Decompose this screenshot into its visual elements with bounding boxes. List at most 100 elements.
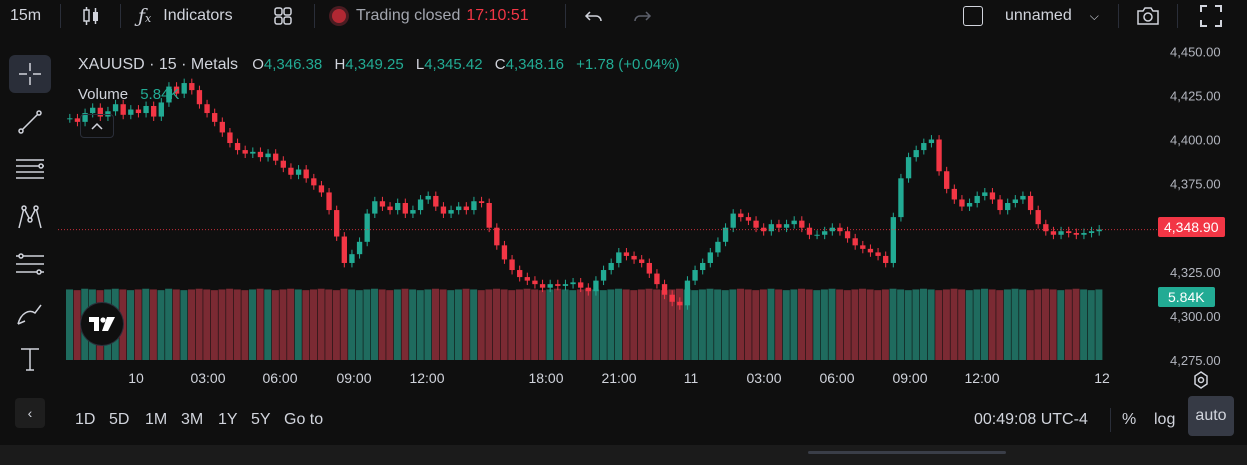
candle-body [227, 132, 233, 144]
volume-bar [424, 289, 432, 360]
candle-body [501, 245, 508, 260]
volume-bar [348, 289, 356, 360]
percent-button[interactable]: % [1122, 404, 1136, 436]
range-button-5d[interactable]: 5D [109, 411, 130, 428]
volume-bar [165, 288, 173, 360]
brush-tool[interactable] [9, 294, 51, 332]
indicators-button[interactable]: ƒx Indicators [138, 0, 233, 32]
undo-icon [584, 11, 602, 22]
volume-bar [546, 289, 554, 360]
status-label: Trading closed [356, 7, 461, 24]
timezone-button[interactable]: 00:49:08 UTC-4 [974, 404, 1088, 436]
candle-body [905, 157, 912, 179]
candle-body [90, 107, 96, 114]
chart-pane[interactable]: 4,450.004,425.004,400.004,375.004,350.00… [58, 40, 1240, 444]
layouts-button[interactable] [272, 0, 294, 32]
prediction-tool[interactable] [9, 245, 51, 283]
trendline-tool[interactable] [9, 103, 51, 141]
text-tool[interactable] [9, 340, 51, 378]
market-status[interactable]: Trading closed 17:10:51 [332, 0, 529, 32]
candle-body [1027, 195, 1034, 211]
candle-body [631, 255, 637, 260]
volume-bar [973, 289, 981, 360]
volume-bar [798, 288, 806, 360]
volume-bar [332, 290, 340, 360]
volume-bar [279, 289, 287, 360]
range-button-1m[interactable]: 1M [145, 411, 168, 428]
auto-button[interactable]: auto [1188, 396, 1234, 436]
layout-checkbox[interactable] [963, 0, 983, 32]
goto-button[interactable]: Go to [284, 404, 323, 436]
volume-bar [188, 289, 196, 360]
fib-tool[interactable] [9, 150, 51, 188]
candle-body [783, 224, 790, 228]
candle-body [593, 280, 599, 292]
volume-bar [691, 290, 699, 360]
volume-bar [965, 290, 973, 360]
symbol-title[interactable]: XAUUSD · 15 · Metals [78, 56, 239, 73]
undo-button[interactable] [584, 0, 604, 32]
volume-bar [569, 290, 577, 360]
candle-body [1096, 229, 1102, 232]
tradingview-logo[interactable] [81, 303, 123, 345]
volume-bar [1080, 289, 1088, 360]
collapse-legend-button[interactable] [80, 114, 114, 138]
clock-label: 00:49:08 UTC-4 [974, 411, 1088, 428]
volume-bar [836, 289, 844, 360]
settings-icon [1194, 371, 1208, 389]
candle-body [143, 105, 149, 114]
candle-body [791, 220, 797, 225]
divider [1118, 4, 1119, 28]
panel-handle[interactable] [808, 451, 1006, 454]
candle-body [212, 113, 218, 122]
range-button-1d[interactable]: 1D [75, 411, 96, 428]
projection-icon [16, 253, 44, 275]
snapshot-button[interactable] [1135, 0, 1161, 32]
candle-body [700, 262, 706, 271]
volume-bar [607, 289, 615, 360]
candle-body [639, 259, 645, 263]
candle-body [395, 203, 401, 211]
candle-body [1043, 224, 1049, 232]
time-tick-label: 18:00 [528, 370, 563, 386]
candle-body [387, 206, 393, 211]
volume-bar [294, 289, 302, 360]
layout-name-button[interactable]: unnamed ⌵ [1005, 0, 1099, 32]
chart-settings-button[interactable] [1190, 369, 1212, 391]
time-tick-label: 12 [1094, 370, 1110, 386]
volume-bar [630, 290, 638, 360]
interval-button[interactable]: 15m [10, 0, 41, 32]
redo-button[interactable] [632, 0, 652, 32]
candle-body [242, 150, 248, 154]
chart-type-button[interactable] [80, 0, 102, 32]
crosshair-tool[interactable] [9, 55, 51, 93]
volume-bar [1042, 288, 1050, 360]
volume-bar [683, 289, 691, 360]
candle-body [684, 280, 691, 306]
candle-body [158, 102, 164, 117]
camera-icon [1137, 7, 1159, 25]
pattern-tool[interactable] [9, 198, 51, 236]
range-button-1y[interactable]: 1Y [218, 411, 238, 428]
candle-body [1066, 231, 1072, 233]
chevron-up-icon [91, 122, 103, 130]
volume-bar [767, 288, 775, 360]
volume-bar [317, 288, 325, 360]
candle-body [913, 150, 919, 158]
candle-body [456, 206, 462, 211]
range-button-3m[interactable]: 3M [181, 411, 204, 428]
candle-body [303, 169, 309, 179]
divider [1110, 408, 1111, 432]
candle-body [867, 248, 874, 253]
collapse-toolbar-button[interactable]: ‹ [15, 398, 45, 428]
range-button-5y[interactable]: 5Y [251, 411, 271, 428]
price-chart[interactable]: 4,450.004,425.004,400.004,375.004,350.00… [58, 40, 1240, 405]
volume-bar [142, 288, 150, 360]
volume-bar [859, 288, 867, 360]
volume-bar [706, 288, 714, 360]
candle-body [1081, 232, 1087, 235]
divider [314, 4, 315, 28]
log-button[interactable]: log [1154, 404, 1175, 436]
fullscreen-button[interactable] [1199, 0, 1223, 32]
volume-bar [645, 288, 653, 360]
